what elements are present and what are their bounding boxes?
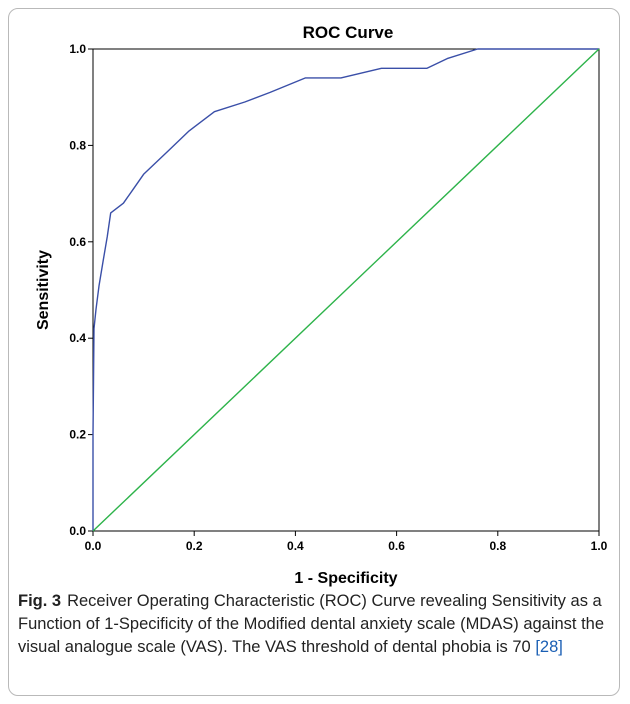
y-tick-label: 0.0 xyxy=(69,524,86,538)
y-tick-label: 0.8 xyxy=(69,138,86,152)
figure-frame xyxy=(8,8,620,696)
x-axis-label: 1 - Specificity xyxy=(294,570,397,587)
y-tick-label: 0.4 xyxy=(69,331,86,345)
roc-chart: ROC Curve 0.00.20.40.60.81.0 0.0 0.2 0.4 0.… xyxy=(35,23,608,587)
x-tick-label: 0.6 xyxy=(388,539,405,553)
chart-title: ROC Curve xyxy=(303,23,394,42)
y-tick-label: 0.2 xyxy=(69,428,86,442)
y-axis: 0.0 0.2 0.4 0.6 0.8 1.0 xyxy=(69,42,93,538)
x-axis: 0.0 0.2 0.4 0.6 0.8 1.0 xyxy=(85,531,608,553)
roc-curve-line xyxy=(92,48,599,531)
x-tick-label: 0.0 xyxy=(85,539,102,553)
x-tick-label: 0.8 xyxy=(489,539,506,553)
series-layer xyxy=(92,48,600,532)
x-tick-label: 0.2 xyxy=(186,539,203,553)
figure-caption: Fig. 3 Receiver Operating Characteristic … xyxy=(18,590,608,659)
y-tick-label: 1.0 xyxy=(69,42,86,56)
citation-link[interactable]: [28] xyxy=(535,638,563,656)
x-tick-label: 1.0 xyxy=(591,539,608,553)
x-tick-label: 0.4 xyxy=(287,539,304,553)
caption-text: Receiver Operating Characteristic (ROC) … xyxy=(18,592,605,656)
y-tick-label: 0.6 xyxy=(69,235,86,249)
figure-label: Fig. 3 xyxy=(18,592,62,610)
y-axis-label: Sensitivity xyxy=(35,250,52,330)
reference-diagonal-line xyxy=(92,48,600,532)
plot-area xyxy=(92,48,600,532)
